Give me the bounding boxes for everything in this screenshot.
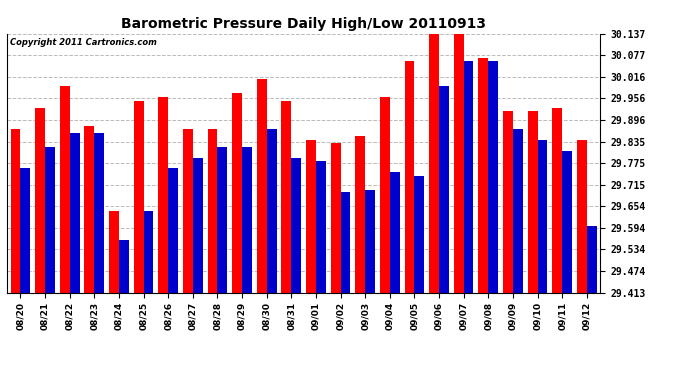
Bar xyxy=(365,190,375,292)
Title: Barometric Pressure Daily High/Low 20110913: Barometric Pressure Daily High/Low 20110… xyxy=(121,17,486,31)
Bar xyxy=(134,100,144,292)
Bar xyxy=(208,129,217,292)
Bar xyxy=(193,158,203,292)
Bar xyxy=(562,151,572,292)
Bar xyxy=(489,61,498,292)
Bar xyxy=(119,240,129,292)
Bar xyxy=(415,176,424,292)
Bar xyxy=(35,108,45,292)
Bar xyxy=(144,211,153,292)
Bar xyxy=(217,147,227,292)
Bar xyxy=(242,147,252,292)
Bar xyxy=(331,144,341,292)
Bar xyxy=(404,61,415,292)
Bar xyxy=(341,192,351,292)
Bar xyxy=(355,136,365,292)
Bar xyxy=(390,172,400,292)
Bar xyxy=(552,108,562,292)
Bar xyxy=(233,93,242,292)
Bar xyxy=(10,129,21,292)
Text: Copyright 2011 Cartronics.com: Copyright 2011 Cartronics.com xyxy=(10,38,157,46)
Bar xyxy=(282,100,291,292)
Bar xyxy=(70,133,79,292)
Bar xyxy=(464,61,473,292)
Bar xyxy=(95,133,104,292)
Bar xyxy=(429,34,439,292)
Bar xyxy=(109,211,119,292)
Bar xyxy=(266,129,277,292)
Bar xyxy=(528,111,538,292)
Bar xyxy=(454,34,464,292)
Bar xyxy=(538,140,547,292)
Bar xyxy=(439,86,449,292)
Bar xyxy=(257,79,266,292)
Bar xyxy=(380,97,390,292)
Bar xyxy=(306,140,316,292)
Bar xyxy=(60,86,70,292)
Bar xyxy=(291,158,301,292)
Bar xyxy=(183,129,193,292)
Bar xyxy=(45,147,55,292)
Bar xyxy=(513,129,523,292)
Bar xyxy=(503,111,513,292)
Bar xyxy=(586,226,597,292)
Bar xyxy=(478,58,489,292)
Bar xyxy=(21,168,30,292)
Bar xyxy=(158,97,168,292)
Bar xyxy=(168,168,178,292)
Bar xyxy=(577,140,586,292)
Bar xyxy=(84,126,95,292)
Bar xyxy=(316,161,326,292)
